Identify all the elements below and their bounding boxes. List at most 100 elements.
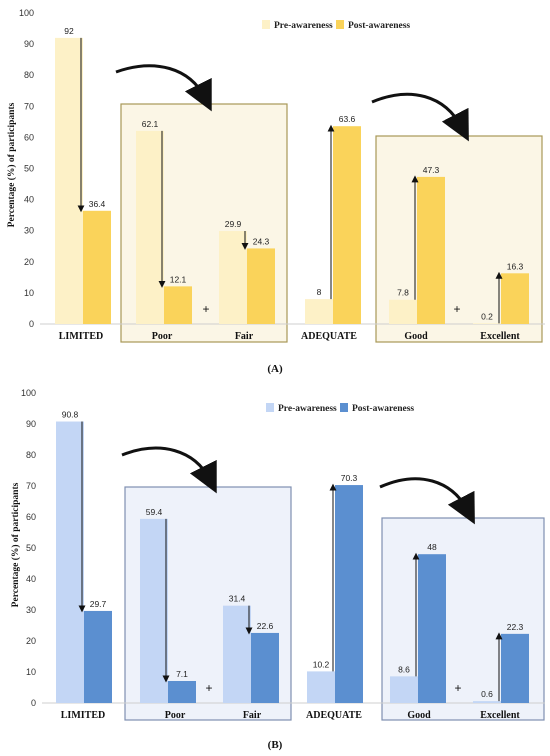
panel-a-data-label-post: 12.1 [170,274,187,284]
panel-a-data-label-pre: 62.1 [142,119,159,129]
panel-b-data-label-pre: 10.2 [313,659,330,669]
panel-b-data-label-post: 22.6 [257,621,274,631]
panel-a-plus-right: + [453,302,460,316]
panel-a-bar-pre-fair [219,231,247,324]
panel-a-y-tick-label: 0 [29,319,34,329]
panel-a-y-tick-label: 50 [24,164,34,174]
panel-a-bar-post-adequate [333,126,361,324]
panel-b-plus-right: + [454,681,461,695]
panel-a-curved-arrow-right [371,92,469,142]
panel-b-bar-pre-good [390,676,418,703]
panel-b-bar-post-poor [168,680,196,703]
legend-pre-label: Pre-awareness [274,21,333,31]
panel-a-bar-pre-poor [136,130,164,324]
panel-b-data-label-post: 48 [427,542,437,552]
panel-b-data-label-post: 7.1 [176,669,188,679]
panel-a-legend: Pre-awareness Post-awareness [262,20,410,31]
panel-b-data-label-pre: 90.8 [62,410,79,420]
panel-b-data-label-pre: 59.4 [146,507,163,517]
legend-pre-swatch [262,20,270,29]
legend-pre-swatch [266,403,274,412]
panel-a-y-tick-label: 30 [24,226,34,236]
panel-a-label: (A) [267,363,283,375]
panel-b-data-label-post: 70.3 [341,473,358,483]
panel-b-bar-post-limited [84,610,112,703]
panel-b-category-label: Excellent [480,710,520,721]
panel-a-y-tick-label: 10 [24,288,34,298]
panel-b-y-tick-label: 10 [26,667,36,677]
panel-b-curved-arrow-right [379,477,475,525]
panel-a-category-label: Excellent [480,331,520,342]
panel-b-data-label-pre: 0.6 [481,689,493,699]
panel-b-data-label-post: 22.3 [507,622,524,632]
panel-a-y-tick-label: 40 [24,195,34,205]
panel-b-curved-arrow-left [121,446,217,494]
panel-a-data-label-post: 63.6 [339,114,356,124]
panel-b-label: (B) [268,739,283,751]
panel-a-y-tick-label: 80 [24,70,34,80]
panel-a-bar-pre-excellent [473,323,501,324]
panel-b-bar-post-adequate [335,485,363,703]
panel-b-y-tick-label: 100 [21,388,36,398]
panel-a-category-label: Fair [235,331,254,342]
panel-b-category-label: ADEQUATE [306,710,362,721]
panel-b-y-axis-label: Percentage (%) of participants [10,482,21,607]
panel-b-y-tick-label: 30 [26,605,36,615]
panel-b-y-tick-label: 40 [26,574,36,584]
panel-b-data-label-post: 29.7 [90,599,107,609]
panel-b-bar-pre-poor [140,518,168,703]
panel-a-y-tick-label: 20 [24,257,34,267]
panel-a: 0 10 20 30 40 50 60 70 80 90 100 92 36.4 LIMITED 62.1 1… [6,8,545,375]
panel-b-bar-post-fair [251,632,279,703]
panel-a-data-label-pre: 7.8 [397,288,409,298]
panel-a-category-label: Good [404,331,428,342]
panel-a-y-tick-label: 70 [24,101,34,111]
panel-a-category-label: Poor [152,331,173,342]
panel-b-bar-pre-adequate [307,671,335,703]
legend-post-label: Post-awareness [348,21,410,31]
panel-a-y-tick-label: 60 [24,132,34,142]
panel-b-legend: Pre-awareness Post-awareness [266,403,414,414]
panel-b-data-label-pre: 31.4 [229,594,246,604]
panel-a-data-label-post: 47.3 [423,165,440,175]
panel-a-data-label-post: 36.4 [89,199,106,209]
panel-b: 0 10 20 30 40 50 60 70 80 90 100 90.8 29.7 LIMITED 59.… [10,388,545,751]
panel-a-data-label-pre: 92 [64,26,74,36]
panel-a-bar-pre-adequate [305,299,333,324]
panel-b-data-label-pre: 8.6 [398,664,410,674]
panel-a-y-axis-label: Percentage (%) of participants [6,102,17,227]
panel-a-data-label-pre: 29.9 [225,219,242,229]
panel-a-bar-post-excellent [501,273,529,324]
legend-post-swatch [336,20,344,29]
legend-pre-label: Pre-awareness [278,404,337,414]
panel-b-category-label: Poor [165,710,186,721]
panel-a-category-label: LIMITED [59,331,103,342]
panel-a-y-tick-label: 100 [19,8,34,18]
panel-b-y-tick-label: 80 [26,450,36,460]
panel-a-bar-post-limited [83,210,111,324]
panel-b-y-tick-label: 20 [26,636,36,646]
panel-b-plus-left: + [205,681,212,695]
panel-b-y-tick-label: 50 [26,543,36,553]
panel-a-y-tick-label: 90 [24,39,34,49]
panel-b-bar-post-good [418,554,446,703]
legend-post-swatch [340,403,348,412]
panel-a-data-label-post: 24.3 [253,236,270,246]
panel-a-data-label-post: 16.3 [507,261,524,271]
panel-b-y-tick-label: 90 [26,419,36,429]
panel-b-y-tick-label: 0 [31,698,36,708]
panel-b-bar-pre-limited [56,421,84,703]
legend-post-label: Post-awareness [352,404,414,414]
panel-a-plus-left: + [202,302,209,316]
panel-a-curved-arrow-left [115,64,212,112]
panel-a-data-label-pre: 8 [317,287,322,297]
panel-a-bar-pre-good [389,299,417,324]
panel-a-bar-post-poor [164,286,192,324]
panel-b-category-label: Good [407,710,431,721]
panel-b-y-tick-label: 70 [26,481,36,491]
panel-a-data-label-pre: 0.2 [481,311,493,321]
panel-a-bar-pre-limited [55,37,83,324]
panel-a-bar-post-fair [247,248,275,324]
panel-b-category-label: Fair [243,710,262,721]
